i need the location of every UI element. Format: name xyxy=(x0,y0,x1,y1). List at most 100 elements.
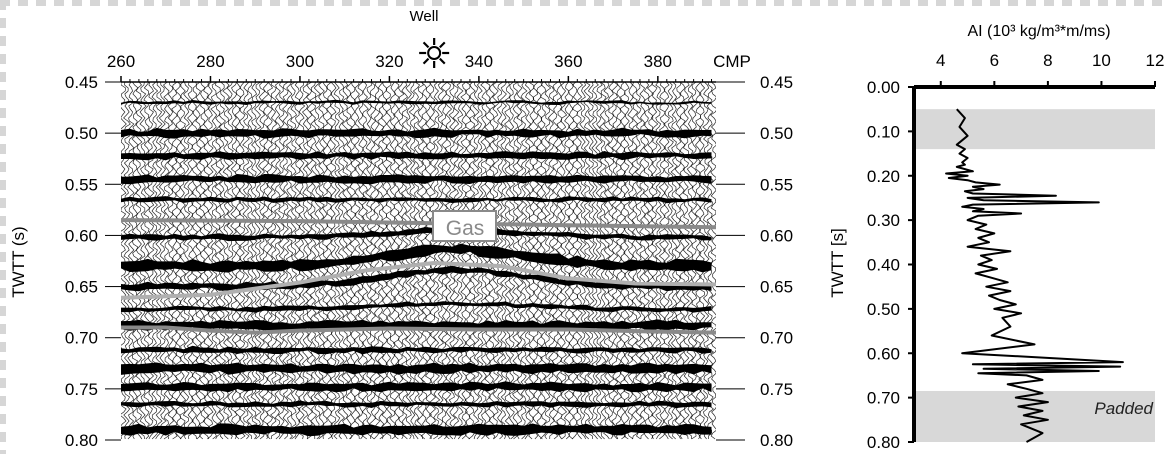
wiggle-trace-43 xyxy=(289,82,298,440)
wiggle-trace-134 xyxy=(650,82,659,440)
twtt-right-label-0.80: 0.80 xyxy=(760,431,793,450)
reflector-1 xyxy=(121,127,712,139)
wiggle-trace-18 xyxy=(190,82,199,440)
reflector-5 xyxy=(121,226,712,242)
well-icon-ray-3 xyxy=(422,57,430,65)
ai-tick-label-12: 12 xyxy=(1146,51,1165,70)
wiggle-trace-145 xyxy=(694,82,703,440)
wiggle-trace-143 xyxy=(686,82,694,440)
wiggle-trace-44 xyxy=(293,82,302,440)
top-dashed-border xyxy=(0,0,1167,6)
wiggle-trace-53 xyxy=(329,82,338,440)
twtt-left-label-0.80: 0.80 xyxy=(65,431,98,450)
wiggle-trace-111 xyxy=(559,82,568,440)
wiggle-trace-115 xyxy=(575,82,584,440)
wiggle-trace-3 xyxy=(131,82,139,440)
seismic-section-panel: 260 280 300 320 340 360 380 0.45 0.45 0.50 0.50 0.5… xyxy=(9,8,793,450)
cmp-tick-label-320: 320 xyxy=(375,52,403,71)
wiggle-trace-38 xyxy=(269,82,278,440)
wiggle-trace-66 xyxy=(380,82,389,440)
wiggle-trace-95 xyxy=(495,82,504,440)
wiggle-trace-30 xyxy=(238,82,246,440)
wiggle-trace-79 xyxy=(432,82,441,440)
twtt-left-label-0.65: 0.65 xyxy=(65,278,98,297)
wiggle-trace-120 xyxy=(595,82,603,440)
wiggle-trace-21 xyxy=(202,82,211,440)
wiggle-trace-132 xyxy=(642,82,651,440)
wiggle-trace-56 xyxy=(341,82,350,440)
wiggle-trace-125 xyxy=(614,82,623,440)
wiggle-trace-138 xyxy=(666,82,675,440)
twtt-right-label-0.50: 0.50 xyxy=(760,124,793,143)
wiggle-trace-114 xyxy=(571,82,579,440)
wiggle-trace-116 xyxy=(579,82,587,440)
wiggle-trace-101 xyxy=(519,82,528,440)
reflector-12 xyxy=(121,381,712,393)
wiggle-trace-84 xyxy=(452,82,460,440)
wiggle-trace-32 xyxy=(246,82,254,440)
wiggle-trace-37 xyxy=(266,82,274,440)
cmp-axis-label: CMP xyxy=(713,52,751,71)
wiggle-trace-9 xyxy=(154,82,163,440)
wiggle-trace-20 xyxy=(198,82,207,440)
twtt-left-label-0.75: 0.75 xyxy=(65,380,98,399)
impedance-axis-title: AI (10³ kg/m³*m/ms) xyxy=(967,23,1110,40)
wiggle-trace-147 xyxy=(702,82,710,440)
wiggle-trace-85 xyxy=(456,82,464,440)
ai-y-tick-label-0.80: 0.80 xyxy=(867,433,900,452)
wiggle-trace-126 xyxy=(619,82,627,440)
twtt-right-label-0.65: 0.65 xyxy=(760,278,793,297)
wiggle-trace-78 xyxy=(428,82,437,440)
wiggle-trace-54 xyxy=(333,82,341,440)
wiggle-trace-146 xyxy=(698,82,706,440)
wiggle-trace-27 xyxy=(226,82,234,440)
well-label: Well xyxy=(410,8,439,25)
wiggle-trace-149 xyxy=(710,82,716,440)
impedance-log-line xyxy=(945,108,1124,443)
wiggle-trace-98 xyxy=(508,82,516,440)
wiggle-trace-1 xyxy=(123,82,131,440)
wiggle-trace-60 xyxy=(357,82,365,440)
twtt-left-label-0.60: 0.60 xyxy=(65,226,98,245)
wiggle-trace-139 xyxy=(670,82,679,440)
cmp-tick-label-260: 260 xyxy=(107,52,135,71)
wiggle-trace-94 xyxy=(491,82,500,440)
ai-tick-label-4: 4 xyxy=(936,51,945,70)
wiggle-trace-105 xyxy=(535,82,544,440)
horizon-gas-top xyxy=(121,261,716,300)
ai-tick-label-8: 8 xyxy=(1043,51,1052,70)
wiggle-trace-70 xyxy=(396,82,405,440)
wiggle-trace-83 xyxy=(448,82,457,440)
wiggle-trace-107 xyxy=(543,82,552,440)
wiggle-trace-91 xyxy=(480,82,488,440)
wiggle-trace-0 xyxy=(121,82,127,440)
ai-y-tick-label-0.50: 0.50 xyxy=(867,300,900,319)
ai-tick-label-6: 6 xyxy=(990,51,999,70)
wiggle-trace-118 xyxy=(587,82,595,440)
twtt-left-label-0.45: 0.45 xyxy=(65,73,98,92)
wiggle-trace-110 xyxy=(555,82,563,440)
well-sun-icon xyxy=(419,38,450,68)
wiggle-trace-131 xyxy=(638,82,647,440)
twtt-right-label-0.55: 0.55 xyxy=(760,175,793,194)
impedance-y-axis-label: TWTT [s] xyxy=(828,228,847,298)
wiggle-trace-17 xyxy=(186,82,195,440)
wiggle-trace-49 xyxy=(313,82,322,440)
ai-y-tick-label-0.40: 0.40 xyxy=(867,256,900,275)
wiggle-trace-8 xyxy=(150,82,159,440)
ai-y-tick-label-0.10: 0.10 xyxy=(867,122,900,141)
wiggle-trace-52 xyxy=(325,82,333,440)
wiggle-trace-104 xyxy=(531,82,540,440)
twtt-left-label-0.70: 0.70 xyxy=(65,329,98,348)
wiggle-trace-142 xyxy=(682,82,690,440)
wiggle-trace-12 xyxy=(166,82,175,440)
wiggle-trace-106 xyxy=(539,82,548,440)
reflector-14 xyxy=(121,423,712,437)
wiggle-trace-135 xyxy=(654,82,663,440)
well-icon-ray-7 xyxy=(439,41,446,49)
wiggle-trace-16 xyxy=(182,82,191,440)
gas-annotation: Gas xyxy=(432,210,497,242)
wiggle-trace-72 xyxy=(404,82,413,440)
wiggle-trace-40 xyxy=(277,82,286,440)
wiggle-trace-93 xyxy=(488,82,496,440)
